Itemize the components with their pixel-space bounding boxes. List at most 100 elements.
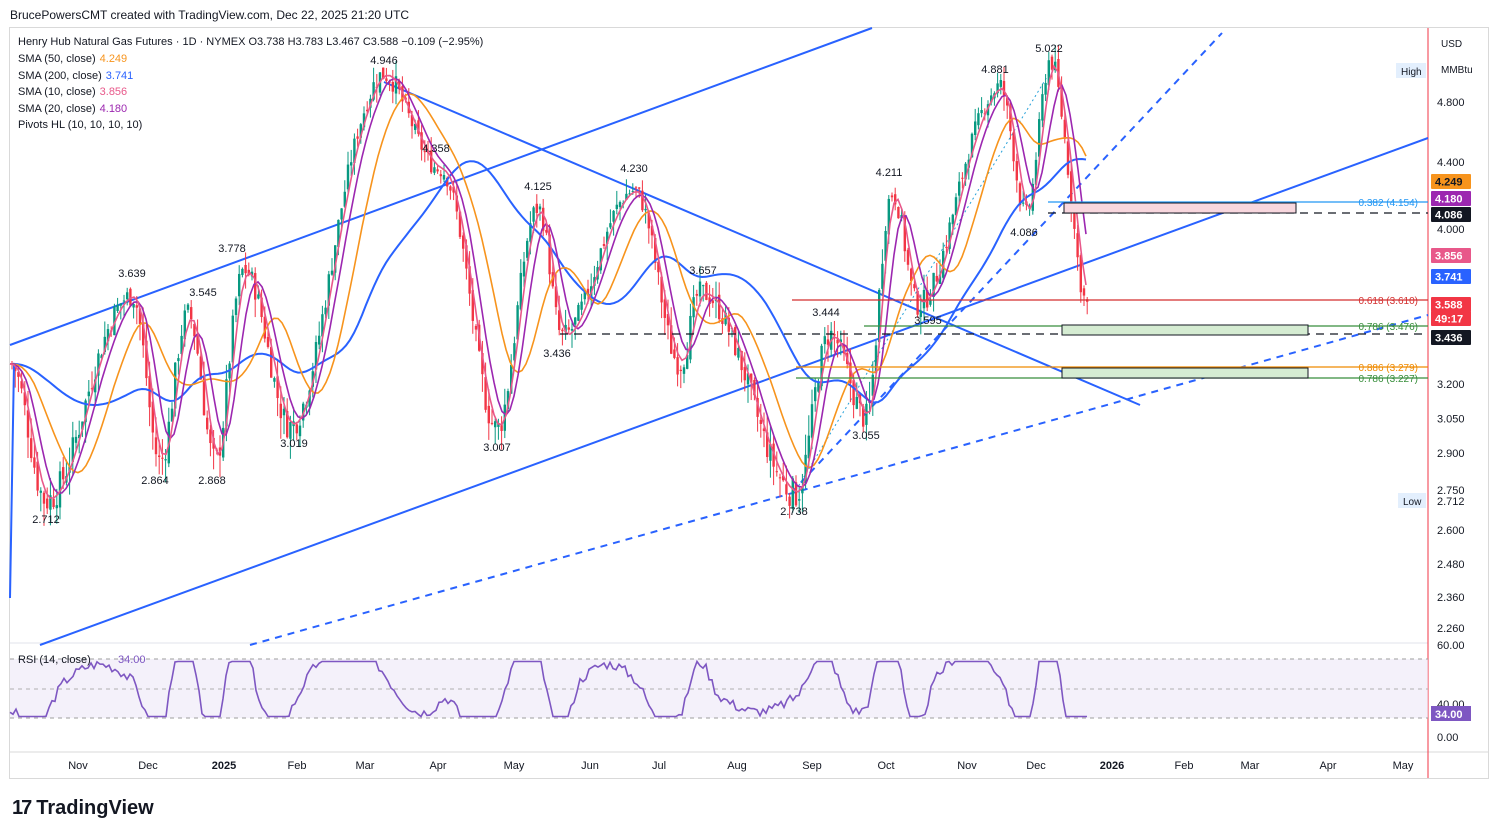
support-zone-upper — [1061, 324, 1309, 336]
pivot-label: 4.358 — [422, 143, 450, 155]
rsi-tick-label: 0.00 — [1437, 732, 1458, 744]
fib-level-label: 0.786 (3.476) — [1359, 322, 1419, 333]
candle-body — [247, 269, 250, 275]
pivot-label: 3.778 — [218, 243, 246, 255]
candle-body — [49, 495, 52, 510]
resistance-zone — [1063, 202, 1297, 214]
candle-body — [817, 382, 820, 392]
candle-body — [545, 229, 548, 233]
candle-body — [663, 299, 666, 318]
candle-body — [801, 487, 804, 494]
candle-body — [919, 310, 922, 317]
candle-body — [391, 82, 394, 92]
x-tick-label: Aug — [727, 760, 747, 772]
candle-body — [52, 498, 55, 508]
pivot-label: 4.086 — [1010, 227, 1038, 239]
candle-body — [583, 289, 586, 300]
study-legend-item[interactable]: SMA (200, close) 3.741 — [18, 70, 133, 82]
candle-body — [932, 272, 935, 297]
candle-body — [673, 349, 676, 358]
study-legend-item[interactable]: SMA (50, close) 4.249 — [18, 53, 127, 65]
price-badge-label: 3.588 — [1435, 300, 1463, 312]
candle-body — [145, 340, 148, 379]
candle-body — [327, 274, 330, 306]
candle-body — [23, 392, 26, 406]
candle-body — [625, 193, 628, 200]
candle-body — [129, 288, 132, 306]
candle-body — [814, 387, 817, 402]
candle-body — [420, 132, 423, 150]
price-badge-label: 3.741 — [1435, 272, 1463, 284]
candle-body — [1063, 119, 1066, 139]
study-legend-item[interactable]: Pivots HL (10, 10, 10, 10) — [18, 119, 142, 131]
candle-body — [561, 329, 564, 332]
candle-body — [103, 336, 106, 352]
candle-body — [833, 333, 836, 336]
candle-body — [238, 273, 241, 297]
pivot-label: 2.712 — [32, 514, 60, 526]
candle-body — [727, 317, 730, 332]
candle-body — [276, 376, 279, 399]
sma-50-line — [9, 93, 1087, 474]
candle-body — [346, 164, 350, 190]
y-tick-label: 3.200 — [1437, 379, 1465, 391]
candle-body — [62, 467, 65, 480]
candle-body — [906, 249, 910, 265]
candle-body — [641, 190, 644, 211]
pivot-label: 4.946 — [370, 55, 398, 67]
candle-body — [81, 421, 84, 430]
study-label: SMA (50, close) — [18, 53, 96, 65]
high-marker — [1396, 63, 1426, 78]
pivot-label: 3.545 — [189, 287, 217, 299]
study-legend-item[interactable]: SMA (10, close) 3.856 — [18, 86, 127, 98]
rsi-line — [9, 659, 1087, 718]
candle-body — [1070, 171, 1073, 208]
candle-body — [1054, 61, 1057, 71]
candle-body — [343, 191, 346, 207]
x-tick-label: Mar — [356, 760, 375, 772]
study-label: SMA (20, close) — [18, 102, 96, 115]
fib-level-label: 0.382 (4.154) — [1359, 198, 1419, 209]
candle-body — [788, 496, 791, 506]
x-tick-label: Nov — [68, 760, 88, 772]
candle-body — [538, 206, 542, 210]
candle-body — [190, 307, 193, 320]
study-legend-item[interactable]: SMA (20, close) 4.180 — [18, 103, 127, 115]
price-badge-label: 4.086 — [1435, 210, 1463, 222]
candle-body — [564, 324, 567, 333]
candle-body — [769, 444, 772, 461]
candle-body — [1009, 106, 1012, 132]
candle-body — [430, 150, 433, 173]
candle-body — [606, 231, 609, 244]
candle-body — [628, 193, 631, 195]
candle-body — [574, 317, 577, 325]
candle-body — [964, 163, 967, 180]
candle-body — [961, 177, 964, 179]
candle-body — [1066, 141, 1070, 175]
candle-body — [126, 292, 129, 300]
candle-body — [890, 195, 894, 198]
candle-body — [689, 315, 692, 360]
candle-body — [193, 323, 196, 337]
candle-body — [794, 482, 798, 506]
candle-body — [311, 371, 314, 387]
tradingview-logo: 17 TradingView — [12, 797, 154, 820]
price-badge — [1431, 191, 1471, 206]
candle-body — [36, 461, 39, 491]
price-badge — [1431, 269, 1471, 284]
candle-body — [151, 401, 154, 433]
candle-body — [903, 215, 906, 252]
x-tick-label: Jun — [581, 760, 599, 772]
candle-body — [14, 364, 17, 372]
candle-body — [612, 210, 615, 222]
candle-body — [1082, 288, 1086, 296]
low-marker — [1398, 493, 1426, 508]
dashed-trendline — [249, 314, 1429, 646]
candle-body — [314, 342, 318, 370]
candle-body — [679, 369, 682, 372]
candle-body — [1022, 202, 1025, 204]
candle-body — [762, 428, 766, 432]
chart-frame[interactable] — [9, 27, 1489, 779]
candle-body — [286, 410, 289, 438]
